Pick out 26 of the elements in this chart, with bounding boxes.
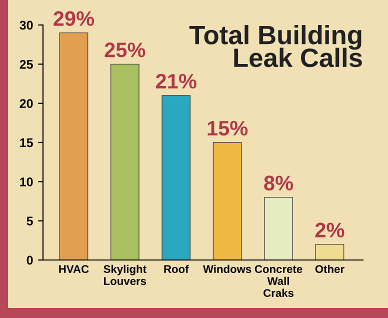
y-tick-label: 15 [20,138,33,148]
bar [264,196,293,260]
y-tick-label: 5 [26,216,33,226]
data-label: 8% [264,176,294,190]
data-label: 29% [54,11,94,26]
bar [212,142,242,260]
x-tick-label: Windows [203,264,252,274]
data-label: 2% [315,222,344,238]
y-tick-label: 25 [20,60,33,69]
x-tick-label: Concrete Wall Craks [254,265,302,297]
y-tick-label: 10 [20,177,33,186]
x-tick-label: Roof [164,264,189,274]
x-tick-label: HVAC [59,265,89,274]
y-tick-label: 20 [20,99,33,108]
data-label: 21% [156,74,196,89]
chart-title: Total Building Leak Calls [189,25,362,68]
bar [162,95,191,260]
y-tick-label: 30 [20,20,33,30]
y-tick-label: 0 [26,256,33,265]
data-label: 15% [208,120,248,136]
x-tick-label: Other [315,264,344,274]
bar [59,32,88,260]
bar [315,244,344,260]
x-tick-label: Skylight Louvers [104,264,146,286]
bar [110,64,140,260]
data-label: 25% [104,42,146,58]
